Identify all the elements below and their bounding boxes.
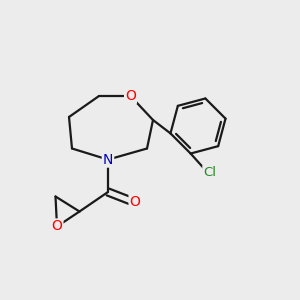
Text: O: O: [125, 89, 136, 103]
Text: N: N: [103, 153, 113, 166]
Text: O: O: [52, 220, 62, 233]
Text: Cl: Cl: [203, 166, 216, 179]
Text: O: O: [130, 196, 140, 209]
